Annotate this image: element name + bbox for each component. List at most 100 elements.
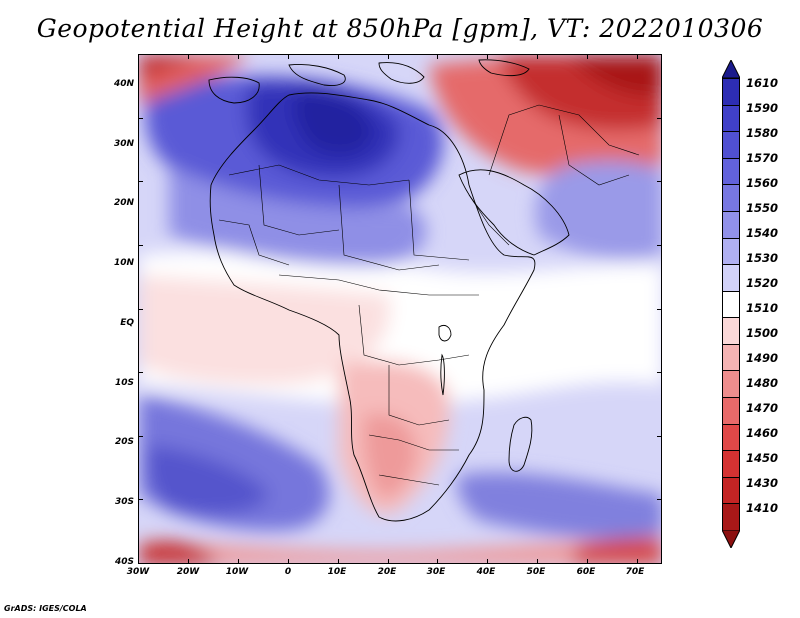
colorbar: 1610 1590 1580 1570 1560 1550 1540 1530 … [722, 60, 800, 560]
lat-tick [657, 308, 662, 310]
colorbar-separator [722, 450, 740, 452]
colorbar-separator [722, 290, 740, 292]
colorbar-cell [722, 104, 740, 132]
lat-tick [138, 308, 143, 310]
lon-label-20w: 20W [176, 567, 200, 577]
lon-tick [537, 54, 539, 59]
colorbar-label: 1500 [746, 326, 779, 340]
colorbar-cell [722, 423, 740, 451]
colorbar-label: 1510 [746, 301, 779, 315]
lon-tick [437, 559, 439, 564]
colorbar-separator [722, 210, 740, 212]
colorbar-separator [722, 237, 740, 239]
grads-credit: GrADS: IGES/COLA [4, 604, 87, 613]
colorbar-separator [722, 423, 740, 425]
colorbar-label: 1530 [746, 251, 779, 265]
colorbar-cell [722, 317, 740, 345]
lat-label-40s: 40S [114, 557, 134, 567]
lat-tick [657, 435, 662, 437]
colorbar-cell [722, 476, 740, 504]
colorbar-label: 1490 [746, 351, 779, 365]
lon-tick [387, 559, 389, 564]
colorbar-label: 1580 [746, 126, 779, 140]
colorbar-separator [722, 476, 740, 478]
lon-tick [587, 559, 589, 564]
lon-tick [187, 54, 189, 59]
colorbar-separator [722, 78, 740, 79]
colorbar-separator [722, 370, 740, 372]
colorbar-label: 1520 [746, 276, 779, 290]
lon-label-20e: 20E [377, 567, 397, 577]
lat-label-20n: 20N [113, 198, 134, 208]
lat-label-30n: 30N [113, 139, 134, 149]
lat-tick [138, 563, 143, 564]
colorbar-separator [722, 343, 740, 345]
colorbar-cell [722, 343, 740, 371]
lon-label-70e: 70E [625, 567, 645, 577]
colorbar-label: 1450 [746, 451, 779, 465]
colorbar-cell [722, 131, 740, 159]
lat-tick [657, 499, 662, 501]
colorbar-separator [722, 317, 740, 319]
colorbar-cell [722, 210, 740, 239]
colorbar-separator [722, 131, 740, 133]
lon-tick [237, 559, 239, 564]
lat-tick [657, 117, 662, 119]
height-field-shading [139, 55, 661, 563]
lat-tick [138, 499, 143, 501]
lon-label-30w: 30W [126, 567, 150, 577]
lat-label-10s: 10S [114, 378, 134, 388]
coastlines [208, 59, 570, 522]
colorbar-label: 1540 [746, 226, 779, 240]
colorbar-cell [722, 184, 740, 212]
lat-tick [138, 181, 143, 183]
lon-tick [387, 54, 389, 59]
lat-label-10n: 10N [113, 258, 134, 268]
colorbar-cell [722, 503, 740, 531]
lon-tick [138, 559, 139, 564]
lon-label-50e: 50E [526, 567, 546, 577]
height-field-map [139, 55, 661, 563]
colorbar-bottom-arrow [722, 530, 740, 548]
colorbar-separator [722, 397, 740, 399]
colorbar-label: 1470 [746, 401, 779, 415]
colorbar-cell [722, 397, 740, 425]
colorbar-label: 1550 [746, 201, 779, 215]
colorbar-cell [722, 264, 740, 292]
lat-tick [138, 435, 143, 437]
colorbar-top-arrow [722, 60, 740, 78]
lat-label-20s: 20S [114, 437, 134, 447]
lat-label-40n: 40N [113, 79, 134, 89]
lat-tick [138, 372, 143, 374]
lon-label-0: 0 [284, 567, 292, 577]
lon-tick [487, 559, 489, 564]
map-panel [138, 54, 662, 564]
colorbar-separator [722, 503, 740, 505]
lat-tick [138, 244, 143, 246]
colorbar-separator [722, 184, 740, 186]
colorbar-label: 1480 [746, 376, 779, 390]
colorbar-separator [722, 157, 740, 159]
colorbar-cell [722, 450, 740, 478]
lon-tick [287, 54, 289, 59]
lon-label-10e: 10E [327, 567, 347, 577]
lon-tick [537, 559, 539, 564]
lat-tick [657, 372, 662, 374]
colorbar-cell [722, 290, 740, 318]
lon-tick [237, 54, 239, 59]
lat-tick [138, 54, 143, 55]
lat-tick [657, 181, 662, 183]
lon-tick [487, 54, 489, 59]
colorbar-separator [722, 264, 740, 266]
lon-tick [337, 559, 339, 564]
lon-tick [187, 559, 189, 564]
lat-tick [138, 117, 143, 119]
colorbar-label: 1590 [746, 101, 779, 115]
lon-tick [637, 54, 639, 59]
lon-tick [437, 54, 439, 59]
lat-tick [657, 54, 662, 55]
lat-tick [657, 244, 662, 246]
colorbar-label: 1560 [746, 176, 779, 190]
lon-tick [337, 54, 339, 59]
colorbar-label: 1570 [746, 151, 779, 165]
